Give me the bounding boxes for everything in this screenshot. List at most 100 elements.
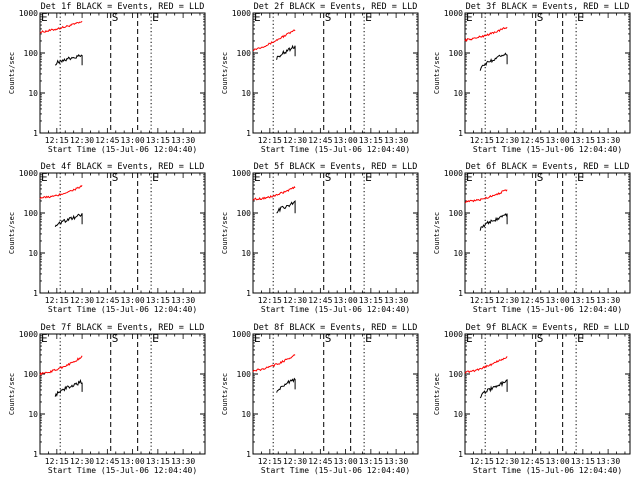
x-tick-label: 12:15 bbox=[258, 296, 282, 305]
plot-frame bbox=[39, 172, 206, 294]
y-tick-label: 1000 bbox=[232, 330, 251, 339]
x-axis-label: Start Time (15-Jul-06 12:04:40) bbox=[473, 466, 622, 475]
x-tick-label: 13:00 bbox=[546, 457, 570, 466]
plot-frame bbox=[39, 333, 206, 455]
y-axis-label: Counts/sec bbox=[433, 212, 441, 254]
panel-title: Det 5f BLACK = Events, RED = LLD bbox=[254, 162, 418, 172]
marker-e-right: E bbox=[577, 11, 584, 24]
y-tick-label: 10 bbox=[241, 249, 251, 258]
marker-e-right: E bbox=[365, 332, 372, 345]
x-tick-label: 13:00 bbox=[121, 457, 145, 466]
y-axis-label: Counts/sec bbox=[221, 212, 229, 254]
x-tick-label: 13:15 bbox=[571, 296, 595, 305]
x-tick-label: 12:30 bbox=[283, 296, 307, 305]
x-tick-label: 12:30 bbox=[283, 136, 307, 145]
marker-s: S bbox=[112, 11, 119, 24]
events-rate-line bbox=[479, 213, 508, 231]
y-tick-label: 1 bbox=[246, 289, 251, 298]
x-tick-label: 13:30 bbox=[384, 136, 408, 145]
panel-title: Det 7f BLACK = Events, RED = LLD bbox=[41, 323, 205, 333]
panel-4: Det 4f BLACK = Events, RED = LLD 1 10 100 10… bbox=[8, 162, 206, 314]
x-axis-label: Start Time (15-Jul-06 12:04:40) bbox=[261, 145, 410, 154]
x-tick-label: 12:45 bbox=[308, 457, 332, 466]
y-tick-label: 1 bbox=[458, 450, 463, 459]
panel-6: Det 6f BLACK = Events, RED = LLD 1 10 100 10… bbox=[433, 162, 631, 314]
x-axis-label: Start Time (15-Jul-06 12:04:40) bbox=[261, 466, 410, 475]
plot-frame bbox=[252, 172, 419, 294]
y-tick-label: 1 bbox=[33, 450, 38, 459]
panel-title: Det 3f BLACK = Events, RED = LLD bbox=[466, 2, 630, 12]
x-tick-label: 12:45 bbox=[520, 136, 544, 145]
y-tick-label: 1000 bbox=[444, 330, 463, 339]
y-tick-label: 1000 bbox=[444, 9, 463, 18]
marker-e-right: E bbox=[152, 11, 159, 24]
marker-e-right: E bbox=[365, 171, 372, 184]
y-axis-label: Counts/sec bbox=[221, 52, 229, 94]
x-tick-label: 13:30 bbox=[596, 296, 620, 305]
y-tick-label: 1000 bbox=[19, 9, 38, 18]
y-tick-label: 1000 bbox=[232, 169, 251, 178]
x-axis-label: Start Time (15-Jul-06 12:04:40) bbox=[473, 145, 622, 154]
marker-e-right: E bbox=[152, 332, 159, 345]
plot-frame bbox=[464, 12, 631, 134]
x-tick-label: 13:00 bbox=[121, 136, 145, 145]
y-axis-label: Counts/sec bbox=[433, 52, 441, 94]
marker-s: S bbox=[537, 171, 544, 184]
x-tick-label: 12:30 bbox=[495, 296, 519, 305]
y-tick-label: 10 bbox=[241, 89, 251, 98]
marker-e-right: E bbox=[577, 332, 584, 345]
panel-title: Det 4f BLACK = Events, RED = LLD bbox=[41, 162, 205, 172]
x-tick-label: 12:45 bbox=[95, 457, 119, 466]
y-tick-label: 1000 bbox=[232, 9, 251, 18]
marker-s: S bbox=[325, 11, 332, 24]
lld-rate-line bbox=[252, 29, 296, 52]
panel-3: Det 3f BLACK = Events, RED = LLD 1 10 100 10… bbox=[433, 2, 631, 154]
x-tick-label: 13:15 bbox=[146, 457, 170, 466]
y-tick-label: 10 bbox=[28, 410, 38, 419]
panel-title: Det 1f BLACK = Events, RED = LLD bbox=[41, 2, 205, 12]
lld-rate-line bbox=[464, 26, 508, 42]
x-tick-label: 13:00 bbox=[334, 136, 358, 145]
x-tick-label: 13:30 bbox=[171, 136, 195, 145]
x-tick-label: 12:45 bbox=[308, 136, 332, 145]
x-axis-label: Start Time (15-Jul-06 12:04:40) bbox=[48, 305, 197, 314]
y-axis-label: Counts/sec bbox=[8, 212, 16, 254]
x-tick-label: 13:30 bbox=[596, 136, 620, 145]
y-tick-label: 100 bbox=[24, 209, 39, 218]
events-rate-line bbox=[54, 213, 83, 228]
panel-title: Det 9f BLACK = Events, RED = LLD bbox=[466, 323, 630, 333]
lld-rate-line bbox=[464, 189, 508, 204]
y-tick-label: 100 bbox=[24, 49, 39, 58]
x-tick-label: 12:15 bbox=[258, 136, 282, 145]
y-tick-label: 100 bbox=[237, 209, 252, 218]
marker-e-left: E bbox=[254, 171, 261, 184]
lld-rate-line bbox=[464, 356, 508, 374]
x-tick-label: 13:00 bbox=[334, 296, 358, 305]
y-tick-label: 10 bbox=[28, 89, 38, 98]
marker-e-left: E bbox=[254, 332, 261, 345]
panel-1: Det 1f BLACK = Events, RED = LLD 1 10 100 10… bbox=[8, 2, 206, 154]
plot-frame bbox=[252, 333, 419, 455]
x-tick-label: 13:15 bbox=[571, 457, 595, 466]
y-tick-label: 100 bbox=[237, 370, 252, 379]
y-tick-label: 1 bbox=[458, 129, 463, 138]
y-tick-label: 10 bbox=[28, 249, 38, 258]
x-axis-label: Start Time (15-Jul-06 12:04:40) bbox=[48, 145, 197, 154]
x-tick-label: 13:30 bbox=[384, 457, 408, 466]
marker-e-left: E bbox=[466, 11, 473, 24]
lld-rate-line bbox=[252, 186, 296, 201]
x-tick-label: 13:00 bbox=[121, 296, 145, 305]
lld-rate-line bbox=[39, 20, 83, 34]
plot-frame bbox=[39, 12, 206, 134]
panel-8: Det 8f BLACK = Events, RED = LLD 1 10 100 10… bbox=[221, 323, 419, 475]
x-tick-label: 13:30 bbox=[384, 296, 408, 305]
x-axis-label: Start Time (15-Jul-06 12:04:40) bbox=[261, 305, 410, 314]
y-tick-label: 10 bbox=[241, 410, 251, 419]
x-tick-label: 12:15 bbox=[45, 296, 69, 305]
marker-s: S bbox=[537, 332, 544, 345]
x-tick-label: 13:15 bbox=[146, 296, 170, 305]
marker-e-left: E bbox=[466, 171, 473, 184]
y-tick-label: 1000 bbox=[19, 169, 38, 178]
marker-e-left: E bbox=[254, 11, 261, 24]
